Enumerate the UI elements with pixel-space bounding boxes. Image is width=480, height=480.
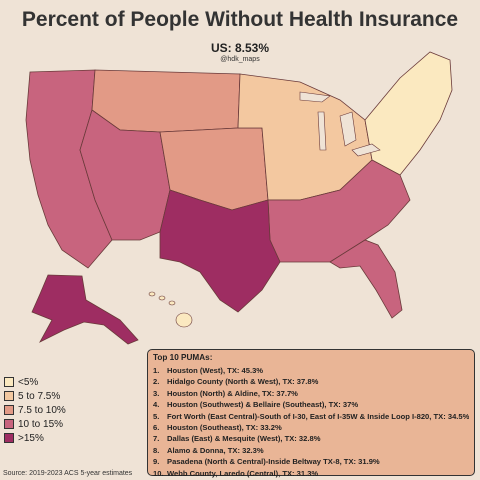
top10-text: Houston (Southeast), TX: 33.2% <box>167 422 282 432</box>
top10-rank: 3. <box>153 388 160 398</box>
top10-item: 5. Fort Worth (East Central)-South of I-3… <box>153 411 469 422</box>
top10-item: 10. Webb County, Laredo (Central), TX: 31… <box>153 468 469 479</box>
legend-item: >15% <box>4 431 66 445</box>
region-mountain <box>79 109 171 241</box>
legend-item: 10 to 15% <box>4 417 66 431</box>
source-note: Source: 2019-2023 ACS 5-year estimates <box>3 470 133 477</box>
region-florida <box>329 239 403 319</box>
author-handle: @hdk_maps <box>220 56 260 63</box>
top10-text: Houston (North) & Aldine, TX: 37.7% <box>167 388 298 398</box>
top10-rank: 5. <box>153 411 160 421</box>
legend-swatch <box>4 405 14 415</box>
legend-swatch <box>4 391 14 401</box>
legend-swatch <box>4 377 14 387</box>
top10-rank: 4. <box>153 400 160 410</box>
legend-item: <5% <box>4 375 66 389</box>
top10-text: Pasadena (North & Central)-Inside Beltwa… <box>167 457 380 467</box>
legend-swatch <box>4 419 14 429</box>
top10-rank: 6. <box>153 422 160 432</box>
top10-rank: 9. <box>153 457 160 467</box>
top10-text: Hidalgo County (North & West), TX: 37.8% <box>167 377 319 387</box>
top10-list: 1. Houston (West), TX: 45.3% 2. Hidalgo Cou… <box>153 365 469 479</box>
legend-label: >15% <box>18 432 44 444</box>
top10-rank: 7. <box>153 434 160 444</box>
top10-text: Houston (West), TX: 45.3% <box>167 366 264 375</box>
top10-text: Alamo & Donna, TX: 32.3% <box>167 445 264 455</box>
top10-item: 9. Pasadena (North & Central)-Inside Belt… <box>153 456 469 467</box>
map-subtitle: US: 8.53% <box>210 41 270 55</box>
top10-item: 1. Houston (West), TX: 45.3% <box>153 365 469 376</box>
top10-item: 2. Hidalgo County (North & West), TX: 37.… <box>153 376 469 387</box>
top10-item: 4. Houston (Southwest) & Bellaire (Southe… <box>153 399 469 410</box>
top10-panel: Top 10 PUMAs: 1. Houston (West), TX: 45.3… <box>147 349 475 479</box>
great-lakes <box>299 91 381 157</box>
top10-text: Dallas (East) & Mesquite (West), TX: 32.… <box>167 434 321 444</box>
legend-label: 7.5 to 10% <box>18 404 66 416</box>
legend-label: <5% <box>18 376 39 388</box>
region-hawaii <box>148 291 193 328</box>
region-texas <box>159 189 281 313</box>
top10-item: 6. Houston (Southeast), TX: 33.2% <box>153 422 469 433</box>
legend-label: 10 to 15% <box>18 418 64 430</box>
top10-item: 7. Dallas (East) & Mesquite (West), TX: 3… <box>153 433 469 444</box>
top10-item: 3. Houston (North) & Aldine, TX: 37.7% <box>153 388 469 399</box>
top10-text: Fort Worth (East Central)-South of I-30,… <box>167 411 469 421</box>
top10-item: 8. Alamo & Donna, TX: 32.3% <box>153 445 469 456</box>
top10-rank: 10. <box>153 468 164 478</box>
region-alaska <box>31 274 139 345</box>
top10-title: Top 10 PUMAs: <box>153 353 213 362</box>
top10-rank: 8. <box>153 445 160 455</box>
region-northwest <box>91 69 241 133</box>
legend-label: 5 to 7.5% <box>18 390 61 402</box>
top10-text: Houston (Southwest) & Bellaire (Southeas… <box>167 400 359 410</box>
top10-rank: 1. <box>153 366 160 375</box>
legend-swatch <box>4 433 14 443</box>
legend: <5% 5 to 7.5% 7.5 to 10% 10 to 15% >15% <box>4 372 66 445</box>
region-northeast <box>364 51 453 176</box>
legend-item: 5 to 7.5% <box>4 389 66 403</box>
top10-text: Webb County, Laredo (Central), TX: 31.3% <box>167 468 319 478</box>
top10-rank: 2. <box>153 377 160 387</box>
legend-item: 7.5 to 10% <box>4 403 66 417</box>
map-title: Percent of People Without Health Insuran… <box>21 8 459 31</box>
